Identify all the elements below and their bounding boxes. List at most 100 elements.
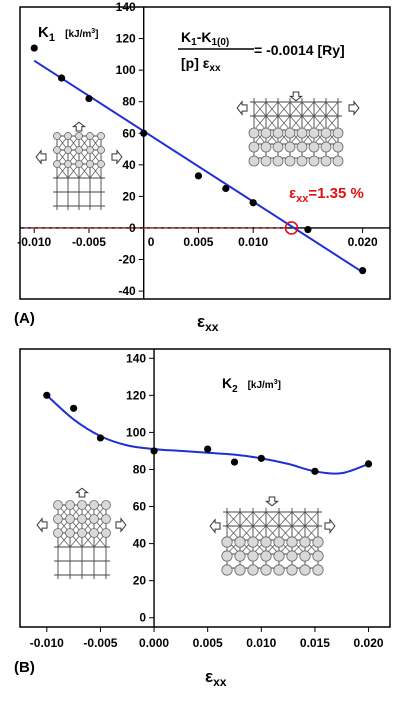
lattice-atom [89,500,99,510]
x-tick-label: 0.020 [348,235,378,249]
lattice-bond [325,115,339,131]
panel-a-xlabel: εxx [197,312,219,334]
lattice-atom [89,514,99,524]
lattice-atom [64,160,72,168]
strain-arrow-icon [74,487,90,498]
data-point [194,172,203,180]
lattice-atom [247,564,259,576]
lattice-atom [312,536,324,548]
lattice-bond [289,101,303,117]
y-tick-label: 100 [126,425,146,439]
panel-a-data [24,44,367,275]
lattice-atom [64,146,72,154]
strain-arrow-icon [236,100,248,116]
lattice-bond [304,511,319,527]
lattice-bond [278,511,293,527]
strain-arrow-icon [209,518,221,534]
formula-value: = -0.0014 [Ry] [254,42,345,58]
lattice-atom [75,132,83,140]
panel-b-xlabel: εxx [205,667,227,689]
x-tick-label: 0.020 [354,636,384,650]
data-point [96,434,105,442]
lattice-atom [86,132,94,140]
lattice-atom [260,141,272,153]
y-tick-label: -20 [118,253,136,267]
data-point [70,404,78,412]
strain-arrow-icon [324,518,336,534]
x-tick-label: 0.010 [246,636,276,650]
lattice-atom [221,550,233,562]
lattice-bond [301,115,315,131]
lattice-atom [248,141,260,153]
lattice-atom [320,155,332,167]
lattice-bond [289,115,303,131]
y-tick-label: 60 [122,126,136,140]
lattice-bond [265,511,280,527]
lattice-atom [299,550,311,562]
critical-strain-annotation: εxx=1.35 % [289,185,364,205]
lattice-atom [273,564,285,576]
y-tick-label: 40 [133,537,147,551]
lattice-atom [296,141,308,153]
lattice-atom [320,127,332,139]
y-tick-label: 0 [139,611,146,625]
critical-point-marker [284,221,299,235]
lattice-atom [75,146,83,154]
lattice-bond [265,101,279,117]
lattice-atom [97,132,105,140]
lattice-inset-b-left [36,487,127,579]
lattice-atom [284,155,296,167]
formula-denominator: [p] εxx [181,55,221,74]
lattice-atom [308,127,320,139]
lattice-atom [221,564,233,576]
x-tick-label: 0.005 [183,235,213,249]
panel-a-formula: K1-K1(0) [p] εxx = -0.0014 [Ry] [178,29,345,74]
y-tick-label: 140 [126,351,146,365]
strain-arrow-icon [35,149,47,165]
lattice-bond [277,115,291,131]
lattice-atom [273,550,285,562]
lattice-atom [53,132,61,140]
panel-a-label: (A) [14,310,35,327]
lattice-atom [65,500,75,510]
y-tick-label: 20 [133,574,147,588]
lattice-atom [320,141,332,153]
y-tick-label: 20 [122,189,136,203]
lattice-atom [86,146,94,154]
lattice-atom [296,127,308,139]
panel-b-ticks: 0 20 40 60 80 100 120 140 -0.010 -0.005 0.000 0.005… [30,351,384,650]
x-tick-label: 0.015 [300,636,330,650]
data-point [304,225,312,234]
lattice-atom [53,514,63,524]
formula-numerator: K1-K1(0) [181,29,229,48]
lattice-atom [77,514,87,524]
lattice-atom [65,514,75,524]
lattice-atom [299,564,311,576]
lattice-atom [101,528,111,538]
lattice-atom [101,500,111,510]
data-point [57,74,66,82]
lattice-bond [253,115,267,131]
lattice-atom [97,160,105,168]
lattice-atom [97,146,105,154]
lattice-atom [53,160,61,168]
data-point [204,445,212,453]
lattice-atom [260,127,272,139]
panel-b-frame [19,348,391,628]
y-tick-label: 80 [122,95,136,109]
lattice-atom [286,536,298,548]
lattice-atom [65,528,75,538]
strain-arrow-icon [264,496,280,507]
lattice-atom [221,536,233,548]
lattice-atom [286,564,298,576]
lattice-atom [332,155,344,167]
x-tick-label: 0.010 [238,235,268,249]
lattice-atom [332,127,344,139]
lattice-atom [77,500,87,510]
lattice-atom [312,550,324,562]
lattice-bond [226,511,241,527]
x-tick-label: -0.010 [30,636,64,650]
strain-arrow-icon [36,517,48,533]
lattice-bond [239,511,254,527]
